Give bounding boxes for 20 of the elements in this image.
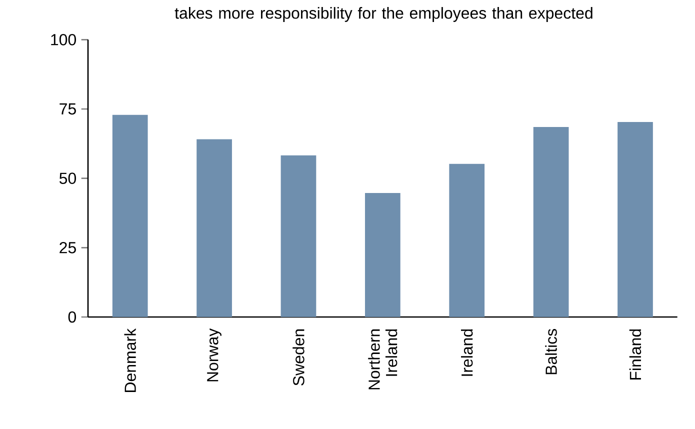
bar bbox=[364, 193, 400, 317]
bar bbox=[449, 164, 485, 317]
x-tick-label: Northern Ireland bbox=[368, 329, 398, 390]
y-tick-label: 0 bbox=[68, 311, 76, 323]
x-tick-label: Denmark bbox=[124, 328, 136, 392]
bar bbox=[112, 114, 148, 317]
chart-title: takes more responsibility for the employees than expected bbox=[174, 7, 592, 22]
x-tick-label: Finland bbox=[629, 329, 642, 380]
x-tick-label: Norway bbox=[207, 328, 222, 382]
y-tick-label: 25 bbox=[60, 242, 76, 254]
y-tick-label: 75 bbox=[60, 103, 76, 115]
x-tick-label: Sweden bbox=[292, 329, 304, 386]
y-tick-label: 50 bbox=[59, 172, 76, 184]
bar bbox=[196, 139, 232, 317]
y-tick-label: 100 bbox=[51, 34, 76, 46]
bar bbox=[533, 127, 569, 317]
x-tick-label: Baltics bbox=[545, 328, 557, 374]
x-tick-label: Ireland bbox=[460, 329, 473, 376]
bar bbox=[280, 155, 316, 317]
bar bbox=[618, 122, 653, 317]
